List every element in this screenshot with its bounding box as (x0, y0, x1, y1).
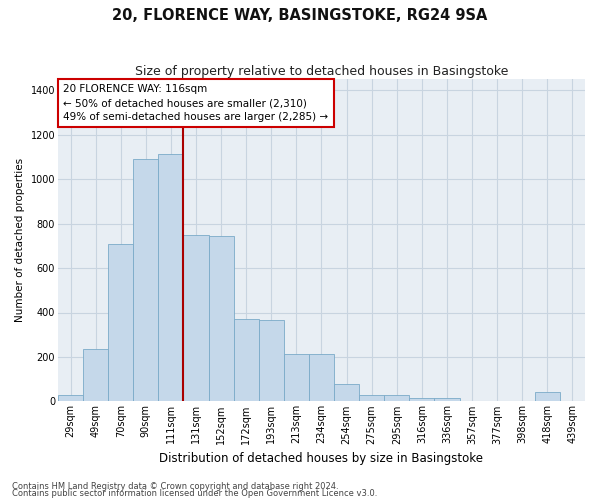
Text: Contains HM Land Registry data © Crown copyright and database right 2024.: Contains HM Land Registry data © Crown c… (12, 482, 338, 491)
Bar (259, 320, 284, 402)
Bar (284, 354, 309, 402)
Title: Size of property relative to detached houses in Basingstoke: Size of property relative to detached ho… (135, 65, 508, 78)
Bar (158, 154, 184, 402)
Bar (535, 392, 560, 402)
Bar (108, 244, 133, 402)
Bar (384, 394, 409, 402)
Bar (409, 398, 434, 402)
Bar (233, 319, 259, 402)
Bar (209, 236, 233, 402)
Bar (83, 349, 108, 402)
Text: 20 FLORENCE WAY: 116sqm
← 50% of detached houses are smaller (2,310)
49% of semi: 20 FLORENCE WAY: 116sqm ← 50% of detache… (63, 84, 328, 122)
Bar (434, 398, 460, 402)
Bar (58, 394, 83, 402)
Text: Contains public sector information licensed under the Open Government Licence v3: Contains public sector information licen… (12, 490, 377, 498)
Bar (184, 234, 209, 402)
Bar (334, 384, 359, 402)
Text: 20, FLORENCE WAY, BASINGSTOKE, RG24 9SA: 20, FLORENCE WAY, BASINGSTOKE, RG24 9SA (112, 8, 488, 22)
Bar (309, 354, 334, 402)
Bar (133, 159, 158, 402)
X-axis label: Distribution of detached houses by size in Basingstoke: Distribution of detached houses by size … (160, 452, 484, 465)
Bar (359, 394, 384, 402)
Y-axis label: Number of detached properties: Number of detached properties (15, 158, 25, 322)
